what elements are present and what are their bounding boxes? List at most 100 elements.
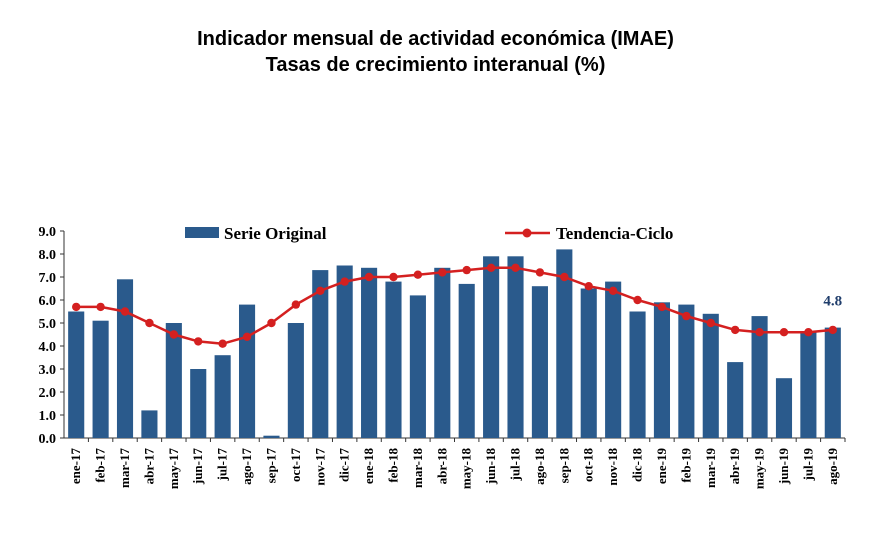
bar-ago-18 — [531, 286, 548, 438]
trend-point-mar-17 — [120, 307, 130, 316]
bar-abr-19 — [727, 362, 744, 438]
bar-oct-18 — [580, 288, 597, 438]
bar-abr-17 — [141, 410, 158, 438]
x-tick-label: may-19 — [752, 448, 767, 490]
data-label-last: 4.8 — [823, 294, 842, 310]
bar-jul-17 — [214, 355, 231, 438]
x-tick-label: feb-19 — [678, 448, 693, 483]
trend-point-feb-18 — [389, 272, 398, 282]
legend-label-serie-original: Serie Original — [224, 224, 327, 243]
bar-mar-19 — [702, 313, 719, 438]
trend-point-jul-18 — [511, 263, 520, 272]
trend-point-feb-19 — [682, 311, 691, 321]
bar-ago-19 — [824, 327, 841, 438]
trend-point-sep-18 — [560, 272, 569, 282]
legend-label-tendencia-ciclo: Tendencia-Ciclo — [556, 224, 673, 243]
trend-series — [72, 263, 837, 348]
trend-point-dic-17 — [340, 277, 349, 286]
x-tick-label: jun-19 — [776, 448, 791, 486]
bar-ago-17 — [238, 304, 256, 438]
x-tick-label: abr-17 — [141, 448, 156, 485]
trend-point-jun-17 — [194, 337, 203, 346]
x-tick-label: nov-17 — [312, 448, 327, 486]
bar-nov-18 — [605, 281, 622, 438]
y-tick-label: 6.0 — [39, 294, 57, 309]
x-tick-label: dic-18 — [630, 448, 645, 482]
trend-point-dic-18 — [633, 295, 642, 305]
trend-line — [76, 266, 833, 345]
y-tick-label: 3.0 — [39, 363, 57, 378]
y-tick-label: 2.0 — [39, 386, 57, 401]
bar-ene-19 — [653, 302, 671, 438]
chart-title: Indicador mensual de actividad económica… — [197, 28, 674, 50]
x-tick-label: abr-18 — [434, 448, 449, 485]
bar-mar-17 — [116, 279, 134, 438]
trend-point-jun-18 — [486, 263, 496, 272]
x-tick-label: sep-18 — [556, 448, 571, 484]
bar-jul-18 — [507, 256, 524, 438]
trend-point-ene-19 — [657, 302, 667, 312]
bar-feb-18 — [385, 281, 402, 438]
bar-may-19 — [751, 316, 768, 438]
x-tick-label: dic-17 — [337, 448, 352, 482]
trend-point-jun-19 — [779, 328, 789, 337]
x-tick-label: mar-17 — [117, 448, 132, 488]
x-tick-label: abr-19 — [727, 448, 742, 485]
x-tick-label: ago-19 — [825, 448, 840, 485]
x-tick-label: oct-17 — [288, 448, 303, 482]
bar-ene-18 — [361, 267, 378, 438]
bar-sep-18 — [556, 249, 573, 438]
trend-point-mar-19 — [706, 318, 715, 328]
x-tick-label: jul-19 — [800, 448, 815, 482]
legend-marker-tendencia-ciclo — [522, 228, 532, 238]
trend-point-oct-17 — [291, 300, 301, 309]
bar-abr-18 — [434, 267, 451, 438]
trend-point-ago-18 — [535, 268, 545, 277]
axes: 0.0 1.0 2.0 3.0 4.0 5.0 6.0 7.0 8.0 9.0 ene-17 feb-… — [39, 225, 846, 489]
trend-point-mar-18 — [413, 270, 423, 279]
trend-point-may-19 — [755, 328, 764, 337]
bar-may-18 — [458, 283, 475, 438]
x-tick-label: mar-19 — [703, 448, 718, 488]
trend-point-may-18 — [462, 265, 471, 275]
x-tick-label: ene-19 — [654, 448, 669, 485]
trend-point-ago-17 — [242, 332, 252, 341]
bar-dic-18 — [629, 311, 646, 438]
bar-mar-18 — [409, 295, 426, 438]
bar-nov-17 — [312, 270, 329, 438]
trend-point-nov-18 — [608, 286, 618, 295]
trend-point-jul-19 — [804, 328, 813, 337]
x-tick-label: jun-17 — [190, 448, 205, 486]
y-tick-label: 5.0 — [39, 317, 57, 332]
bar-ene-17 — [68, 311, 85, 438]
trend-point-ene-17 — [72, 302, 81, 312]
x-tick-label: feb-18 — [385, 448, 400, 483]
bar-feb-17 — [92, 320, 109, 438]
x-tick-label: feb-17 — [93, 448, 108, 483]
trend-point-feb-17 — [96, 302, 105, 312]
trend-point-ene-18 — [364, 272, 374, 282]
bar-series — [68, 249, 841, 438]
x-tick-label: may-18 — [459, 448, 474, 490]
bar-sep-17 — [263, 435, 280, 438]
trend-point-oct-18 — [584, 282, 593, 291]
bar-jun-18 — [483, 256, 500, 438]
x-tick-label: jul-18 — [508, 448, 523, 482]
x-tick-label: jul-17 — [215, 448, 230, 482]
x-tick-label: ago-17 — [239, 448, 254, 485]
legend: Serie Original Tendencia-Ciclo — [185, 224, 673, 243]
y-tick-label: 7.0 — [39, 271, 57, 286]
trend-point-abr-18 — [438, 268, 447, 277]
x-tick-label: mar-18 — [410, 448, 425, 488]
legend-swatch-serie-original — [185, 227, 219, 238]
y-tick-label: 9.0 — [39, 225, 57, 240]
trend-point-sep-17 — [267, 318, 276, 328]
bar-jul-19 — [800, 332, 817, 438]
bar-jun-17 — [190, 369, 207, 438]
x-tick-label: jun-18 — [483, 448, 498, 486]
bar-oct-17 — [287, 323, 304, 438]
x-tick-label: oct-18 — [581, 448, 596, 482]
x-tick-label: sep-17 — [263, 448, 278, 484]
trend-point-abr-17 — [145, 318, 154, 328]
